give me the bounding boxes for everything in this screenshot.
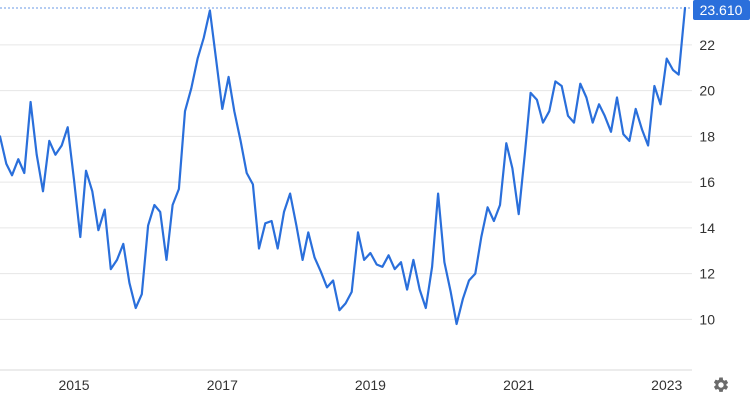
settings-button[interactable] <box>710 374 732 396</box>
x-tick-label: 2017 <box>207 377 238 393</box>
series-line <box>0 6 687 326</box>
gridlines <box>0 44 692 320</box>
gear-icon <box>713 377 729 392</box>
x-tick-label: 2021 <box>503 377 534 393</box>
y-tick-label: 22 <box>699 37 715 53</box>
y-tick-label: 20 <box>699 83 715 99</box>
y-tick-label: 14 <box>699 220 715 236</box>
y-tick-label: 10 <box>699 311 715 327</box>
y-tick-label: 18 <box>699 128 715 144</box>
y-axis-tick-labels: 10 12 14 16 18 20 22 <box>699 37 715 328</box>
x-tick-label: 2015 <box>58 377 89 393</box>
y-tick-label: 12 <box>699 266 715 282</box>
last-value-label: 23.610 <box>700 2 743 18</box>
y-tick-label: 16 <box>699 174 715 190</box>
x-tick-label: 2023 <box>651 377 682 393</box>
x-tick-label: 2019 <box>355 377 386 393</box>
last-value-badge: 23.610 <box>693 0 750 20</box>
x-axis-tick-labels: 2015 2017 2019 2021 2023 <box>58 377 682 393</box>
